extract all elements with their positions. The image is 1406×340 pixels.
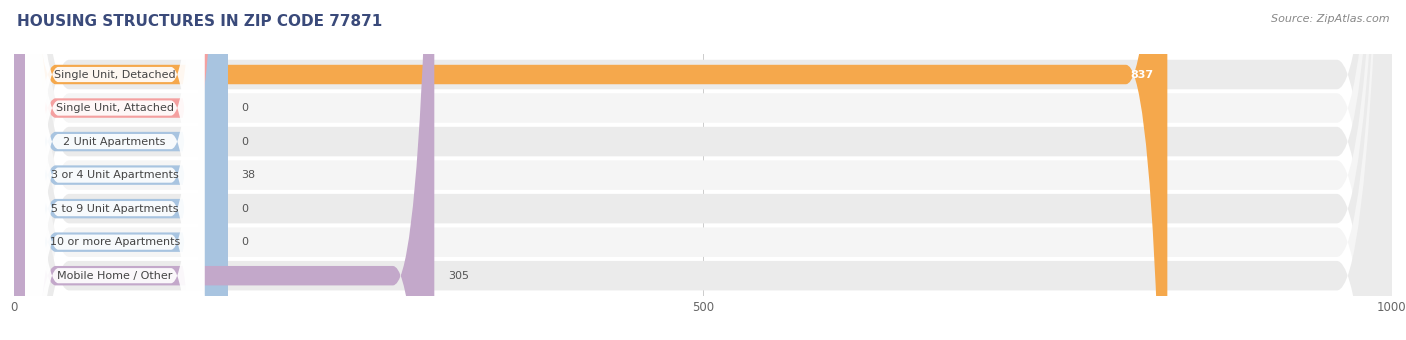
FancyBboxPatch shape bbox=[14, 0, 228, 340]
FancyBboxPatch shape bbox=[14, 0, 1392, 340]
FancyBboxPatch shape bbox=[25, 0, 204, 340]
FancyBboxPatch shape bbox=[25, 0, 204, 340]
FancyBboxPatch shape bbox=[25, 0, 204, 340]
FancyBboxPatch shape bbox=[14, 0, 1392, 340]
Text: 0: 0 bbox=[242, 204, 249, 214]
FancyBboxPatch shape bbox=[14, 0, 228, 340]
Text: 5 to 9 Unit Apartments: 5 to 9 Unit Apartments bbox=[51, 204, 179, 214]
Text: 2 Unit Apartments: 2 Unit Apartments bbox=[63, 137, 166, 147]
FancyBboxPatch shape bbox=[14, 0, 1392, 340]
Text: 0: 0 bbox=[242, 237, 249, 247]
Text: 0: 0 bbox=[242, 103, 249, 113]
FancyBboxPatch shape bbox=[14, 0, 1392, 340]
Text: Mobile Home / Other: Mobile Home / Other bbox=[58, 271, 173, 281]
FancyBboxPatch shape bbox=[14, 0, 228, 340]
FancyBboxPatch shape bbox=[14, 0, 1392, 340]
FancyBboxPatch shape bbox=[14, 0, 1392, 340]
FancyBboxPatch shape bbox=[14, 0, 1392, 340]
FancyBboxPatch shape bbox=[25, 0, 204, 340]
FancyBboxPatch shape bbox=[14, 0, 228, 340]
FancyBboxPatch shape bbox=[25, 0, 204, 340]
Text: 305: 305 bbox=[449, 271, 470, 281]
Text: 837: 837 bbox=[1130, 69, 1153, 80]
FancyBboxPatch shape bbox=[25, 0, 204, 340]
FancyBboxPatch shape bbox=[14, 0, 228, 340]
FancyBboxPatch shape bbox=[25, 0, 204, 340]
Text: 10 or more Apartments: 10 or more Apartments bbox=[49, 237, 180, 247]
Text: Source: ZipAtlas.com: Source: ZipAtlas.com bbox=[1271, 14, 1389, 23]
Text: Single Unit, Attached: Single Unit, Attached bbox=[56, 103, 174, 113]
Text: 0: 0 bbox=[242, 137, 249, 147]
FancyBboxPatch shape bbox=[14, 0, 1167, 340]
Text: 38: 38 bbox=[242, 170, 256, 180]
Text: Single Unit, Detached: Single Unit, Detached bbox=[53, 69, 176, 80]
Text: HOUSING STRUCTURES IN ZIP CODE 77871: HOUSING STRUCTURES IN ZIP CODE 77871 bbox=[17, 14, 382, 29]
Text: 3 or 4 Unit Apartments: 3 or 4 Unit Apartments bbox=[51, 170, 179, 180]
FancyBboxPatch shape bbox=[14, 0, 434, 340]
